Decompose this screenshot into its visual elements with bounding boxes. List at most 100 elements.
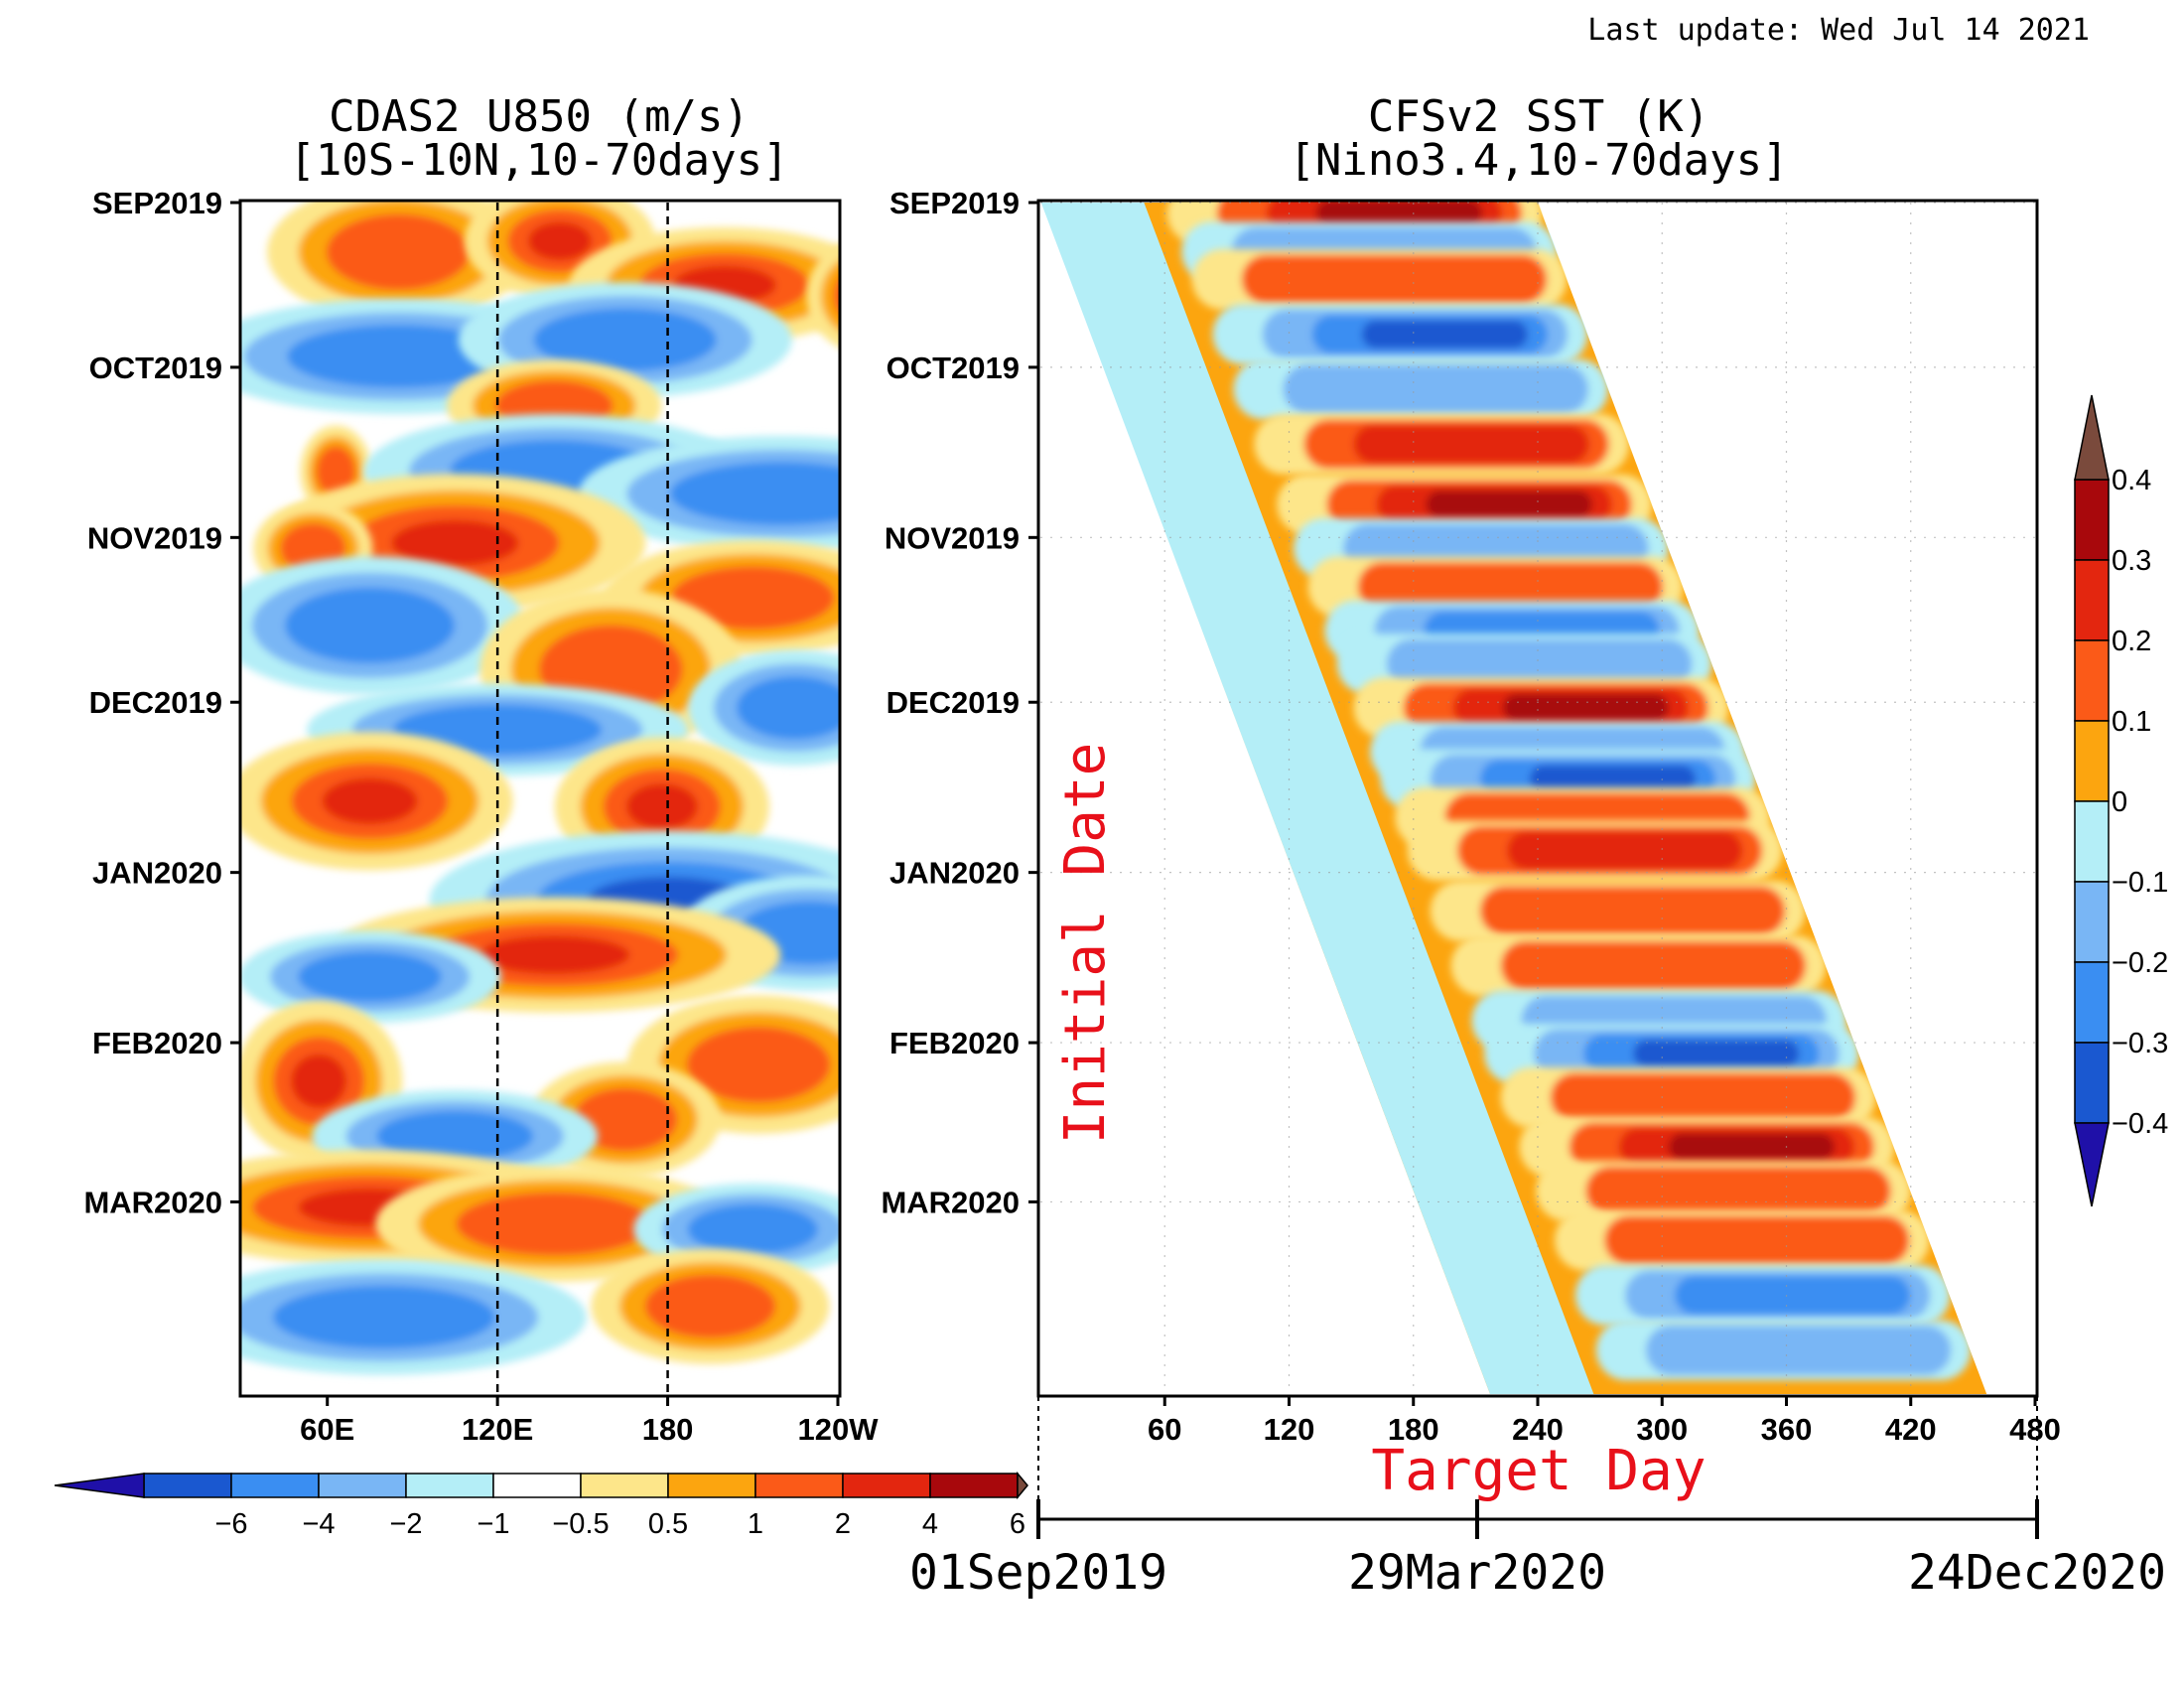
left-chart-subtitle: [10S-10N,10-70days] <box>289 135 788 186</box>
right-chart-subtitle: [Nino3.4,10-70days] <box>1289 135 1788 186</box>
right-colorbar-cell-6 <box>2074 961 2110 1044</box>
right-band-22 <box>1536 1160 1911 1221</box>
left-y-tick-label-6: MAR2020 <box>83 1185 222 1219</box>
right-x-tick-label-2: 180 <box>1388 1412 1439 1447</box>
left-colorbar-cell-7 <box>754 1473 844 1498</box>
right-colorbar-cell-0 <box>2074 479 2110 561</box>
right-colorbar-cell-1 <box>2074 559 2110 641</box>
right-chart-title: CFSv2 SST (K) <box>1368 91 1709 142</box>
left-colorbar-high-triangle <box>1017 1471 1028 1500</box>
right-colorbar-high-triangle <box>2074 394 2110 481</box>
right-date-label-0: 01Sep2019 <box>909 1545 1167 1601</box>
left-colorbar-label-5: 0.5 <box>648 1508 688 1540</box>
right-colorbar-cell-5 <box>2074 881 2110 963</box>
right-band-2 <box>1191 249 1568 310</box>
right-y-tick-label-5: FEB2020 <box>889 1026 1020 1060</box>
right-colorbar-cell-3 <box>2074 720 2110 802</box>
left-anomaly-9 <box>578 436 840 552</box>
right-band-3 <box>1212 304 1588 365</box>
left-colorbar-cell-2 <box>318 1473 407 1498</box>
right-colorbar-label-3: 0.1 <box>2112 706 2151 738</box>
left-colorbar-cell-9 <box>929 1473 1019 1498</box>
left-chart-title: CDAS2 U850 (m/s) <box>329 91 750 142</box>
right-x-tick-label-3: 240 <box>1512 1412 1564 1447</box>
left-colorbar-label-7: 2 <box>835 1508 851 1540</box>
last-update: Last update: Wed Jul 14 2021 <box>1587 13 2090 48</box>
left-colorbar-low-triangle <box>54 1473 145 1498</box>
right-colorbar: 0.4 0.3 0.2 0.1 0 −0.1 −0.2 −0.3 −0.4 <box>2074 394 2168 1207</box>
left-anomaly-17 <box>240 732 513 871</box>
left-colorbar: −6 −4 −2 −1 −0.5 0.5 1 2 4 6 <box>54 1471 1028 1540</box>
right-band-5 <box>1254 413 1629 475</box>
left-x-tick-label-0: 60E <box>300 1412 354 1447</box>
right-band-24 <box>1574 1265 1951 1326</box>
left-y-tick-label-0: SEP2019 <box>92 186 222 220</box>
left-anomaly-0 <box>267 201 530 322</box>
right-date-label-2: 24Dec2020 <box>1908 1545 2166 1601</box>
left-colorbar-label-1: −4 <box>302 1508 335 1540</box>
right-colorbar-label-1: 0.3 <box>2112 545 2151 577</box>
right-colorbar-low-triangle <box>2074 1122 2110 1207</box>
right-y-tick-label-4: JAN2020 <box>889 856 1020 891</box>
left-anomaly-3 <box>806 243 840 349</box>
left-plot-area <box>240 201 840 1375</box>
left-x-axis: 60E 120E 180 120W <box>300 1396 879 1447</box>
left-chart: CDAS2 U850 (m/s) [10S-10N,10-70days] SEP… <box>54 91 1028 1540</box>
left-colorbar-cell-8 <box>842 1473 931 1498</box>
left-colorbar-label-8: 4 <box>922 1508 938 1540</box>
right-x-tick-label-1: 120 <box>1264 1412 1315 1447</box>
left-colorbar-cell-3 <box>405 1473 494 1498</box>
left-anomaly-31 <box>591 1248 830 1364</box>
left-colorbar-cell-5 <box>580 1473 669 1498</box>
right-date-label-1: 29Mar2020 <box>1348 1545 1606 1601</box>
left-colorbar-label-0: −6 <box>214 1508 247 1540</box>
right-mask-left <box>1038 201 1490 1396</box>
right-y-axis-label: Initial Date <box>1053 743 1118 1145</box>
left-y-axis: SEP2019 OCT2019 NOV2019 DEC2019 JAN2020 FEB20… <box>83 186 240 1219</box>
right-colorbar-label-8: −0.4 <box>2112 1108 2168 1140</box>
right-y-axis: SEP2019 OCT2019 NOV2019 DEC2019 JAN2020 FEB20… <box>881 186 1038 1219</box>
left-anomaly-30 <box>240 1259 587 1375</box>
left-colorbar-label-6: 1 <box>748 1508 763 1540</box>
right-colorbar-cell-4 <box>2074 800 2110 883</box>
right-x-tick-label-5: 360 <box>1761 1412 1813 1447</box>
right-date-axis: 01Sep2019 29Mar2020 24Dec2020 <box>909 1499 2166 1601</box>
right-x-tick-label-4: 300 <box>1636 1412 1688 1447</box>
left-y-tick-label-1: OCT2019 <box>89 351 222 385</box>
right-x-tick-label-7: 480 <box>2009 1412 2061 1447</box>
right-band-16 <box>1430 880 1806 941</box>
right-band-4 <box>1233 358 1608 420</box>
right-x-tick-label-0: 60 <box>1148 1412 1181 1447</box>
left-plot-frame <box>238 199 842 1398</box>
left-colorbar-label-3: −1 <box>477 1508 509 1540</box>
left-colorbar-label-4: −0.5 <box>552 1508 609 1540</box>
left-y-tick-label-5: FEB2020 <box>92 1026 222 1060</box>
right-y-tick-label-2: NOV2019 <box>885 520 1020 555</box>
right-colorbar-label-4: 0 <box>2112 786 2127 818</box>
right-colorbar-label-2: 0.2 <box>2112 626 2151 657</box>
right-y-tick-label-0: SEP2019 <box>889 186 1020 220</box>
right-colorbar-label-0: 0.4 <box>2112 465 2151 496</box>
right-chart: CFSv2 SST (K) [Nino3.4,10-70days] SEP201… <box>881 91 2168 1601</box>
right-plot-area <box>1038 201 2035 1396</box>
right-band-20 <box>1500 1066 1876 1128</box>
right-early-lead-strip <box>1040 203 1594 1394</box>
left-x-tick-label-2: 180 <box>642 1412 694 1447</box>
right-x-tick-label-6: 420 <box>1885 1412 1937 1447</box>
right-x-axis: 60 120 180 240 300 360 420 480 <box>1037 1396 2061 1519</box>
right-y-tick-label-6: MAR2020 <box>881 1185 1020 1219</box>
right-y-tick-label-3: DEC2019 <box>887 685 1020 720</box>
right-colorbar-cell-2 <box>2074 639 2110 722</box>
left-colorbar-cell-0 <box>143 1473 232 1498</box>
right-colorbar-label-7: −0.3 <box>2112 1028 2168 1059</box>
left-x-tick-label-3: 120W <box>798 1412 880 1447</box>
left-anomaly-13 <box>240 556 525 695</box>
left-anomaly-28 <box>375 1166 734 1282</box>
left-y-tick-label-2: NOV2019 <box>87 520 222 555</box>
right-x-axis-label: Target Day <box>1371 1439 1706 1503</box>
left-colorbar-label-9: 6 <box>1010 1508 1025 1540</box>
left-y-tick-label-3: DEC2019 <box>89 685 222 720</box>
left-colorbar-label-2: −2 <box>389 1508 422 1540</box>
right-colorbar-cell-7 <box>2074 1042 2110 1124</box>
